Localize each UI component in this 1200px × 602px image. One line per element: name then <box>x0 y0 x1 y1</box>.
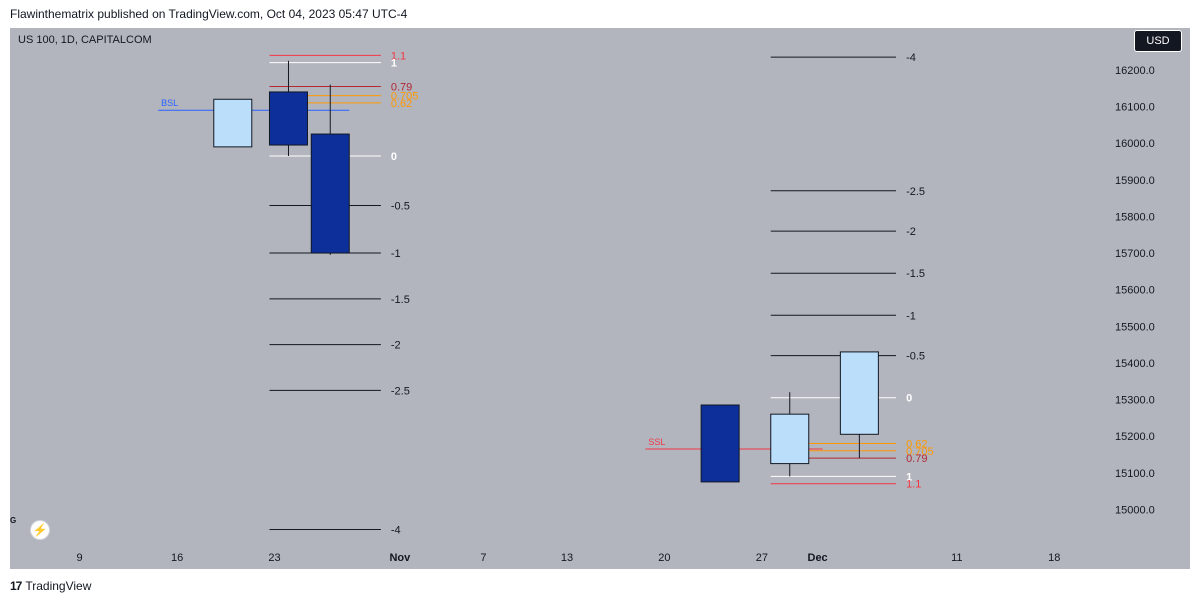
fib-level-label: 1.1 <box>391 50 406 62</box>
fib-level-label: 1 <box>906 471 912 483</box>
date-tick-label: 20 <box>658 552 670 564</box>
fib-level-label: -2 <box>391 340 401 352</box>
fib-level-label: 0 <box>906 393 912 405</box>
price-tick-label: 15500.0 <box>1115 321 1155 333</box>
fib-level-label: 0.79 <box>391 81 412 93</box>
bearish-candle[interactable] <box>310 133 350 254</box>
date-tick-label: 18 <box>1048 552 1060 564</box>
bullish-candle[interactable] <box>213 98 253 148</box>
chart-area[interactable]: 15000.0 15100.0 15200.0 15300.0 15400.0 15500… <box>10 28 1190 569</box>
date-tick-label: 16 <box>171 552 183 564</box>
date-tick-label: 9 <box>77 552 83 564</box>
symbol-label: US 100, 1D, CAPITALCOM <box>18 34 152 46</box>
liquidity-label: BSL <box>161 98 178 108</box>
publisher-text: Flawinthematrix published on TradingView… <box>10 7 408 21</box>
price-tick-label: 16200.0 <box>1115 65 1155 77</box>
price-tick-label: 15100.0 <box>1115 468 1155 480</box>
fib-level-label: 0.62 <box>391 98 412 110</box>
fib-level-label: 1 <box>391 58 397 70</box>
price-tick-label: 16000.0 <box>1115 138 1155 150</box>
fib-level-label: 0.62 <box>906 438 927 450</box>
footer: 17 TradingView <box>0 569 1200 602</box>
tradingview-logo-mark: 17 <box>10 579 22 593</box>
date-tick-label: 11 <box>951 552 962 564</box>
bullish-candle[interactable] <box>839 351 879 435</box>
date-tick-label: Dec <box>808 552 828 564</box>
fib-level-label: -1 <box>391 248 401 260</box>
date-tick-label: 7 <box>480 552 486 564</box>
price-tick-label: 15300.0 <box>1115 395 1155 407</box>
bearish-candle[interactable] <box>268 91 308 146</box>
tradingview-logo[interactable]: 17 TradingView <box>10 579 91 593</box>
bearish-candle[interactable] <box>700 404 740 483</box>
fib-level-label: -0.5 <box>391 200 410 212</box>
price-tick-label: 15900.0 <box>1115 175 1155 187</box>
fib-level-label: 1.1 <box>906 479 921 491</box>
fib-level-label: -2.5 <box>906 186 925 198</box>
price-tick-label: 15000.0 <box>1115 504 1155 516</box>
fib-level-label: -4 <box>906 52 916 64</box>
fib-level-label: -0.5 <box>906 351 925 363</box>
date-tick-label: 23 <box>268 552 280 564</box>
fib-level-label: -1.5 <box>391 294 410 306</box>
fib-level-label: 0.705 <box>906 446 934 458</box>
fib-level-label: -2.5 <box>391 385 410 397</box>
fib-level-label: -4 <box>391 525 401 537</box>
fib-level-label: -1 <box>906 310 916 322</box>
price-tick-label: 15700.0 <box>1115 248 1155 260</box>
fib-level-label: 0.705 <box>391 91 419 103</box>
tradingview-logo-text: TradingView <box>25 579 92 593</box>
price-tick-label: 15400.0 <box>1115 358 1155 370</box>
publisher-header: Flawinthematrix published on TradingView… <box>0 0 1200 28</box>
price-tick-label: 15600.0 <box>1115 285 1155 297</box>
fib-level-label: -1.5 <box>906 268 925 280</box>
price-tick-label: 15800.0 <box>1115 211 1155 223</box>
fib-level-label: 0.79 <box>906 453 927 465</box>
liquidity-label: SSL <box>648 437 665 447</box>
currency-button[interactable]: USD <box>1134 30 1182 52</box>
price-tick-label: 15200.0 <box>1115 431 1155 443</box>
lightning-icon[interactable]: ⚡ <box>30 520 50 540</box>
date-tick-label: Nov <box>389 552 411 564</box>
date-tick-label: 27 <box>756 552 768 564</box>
bullish-candle[interactable] <box>770 413 810 465</box>
fib-level-label: -2 <box>906 226 916 238</box>
g-label: G <box>10 516 17 525</box>
price-tick-label: 16100.0 <box>1115 102 1155 114</box>
candlestick-chart[interactable]: 15000.0 15100.0 15200.0 15300.0 15400.0 15500… <box>10 28 1190 569</box>
fib-level-label: 0 <box>391 151 397 163</box>
date-tick-label: 13 <box>561 552 573 564</box>
